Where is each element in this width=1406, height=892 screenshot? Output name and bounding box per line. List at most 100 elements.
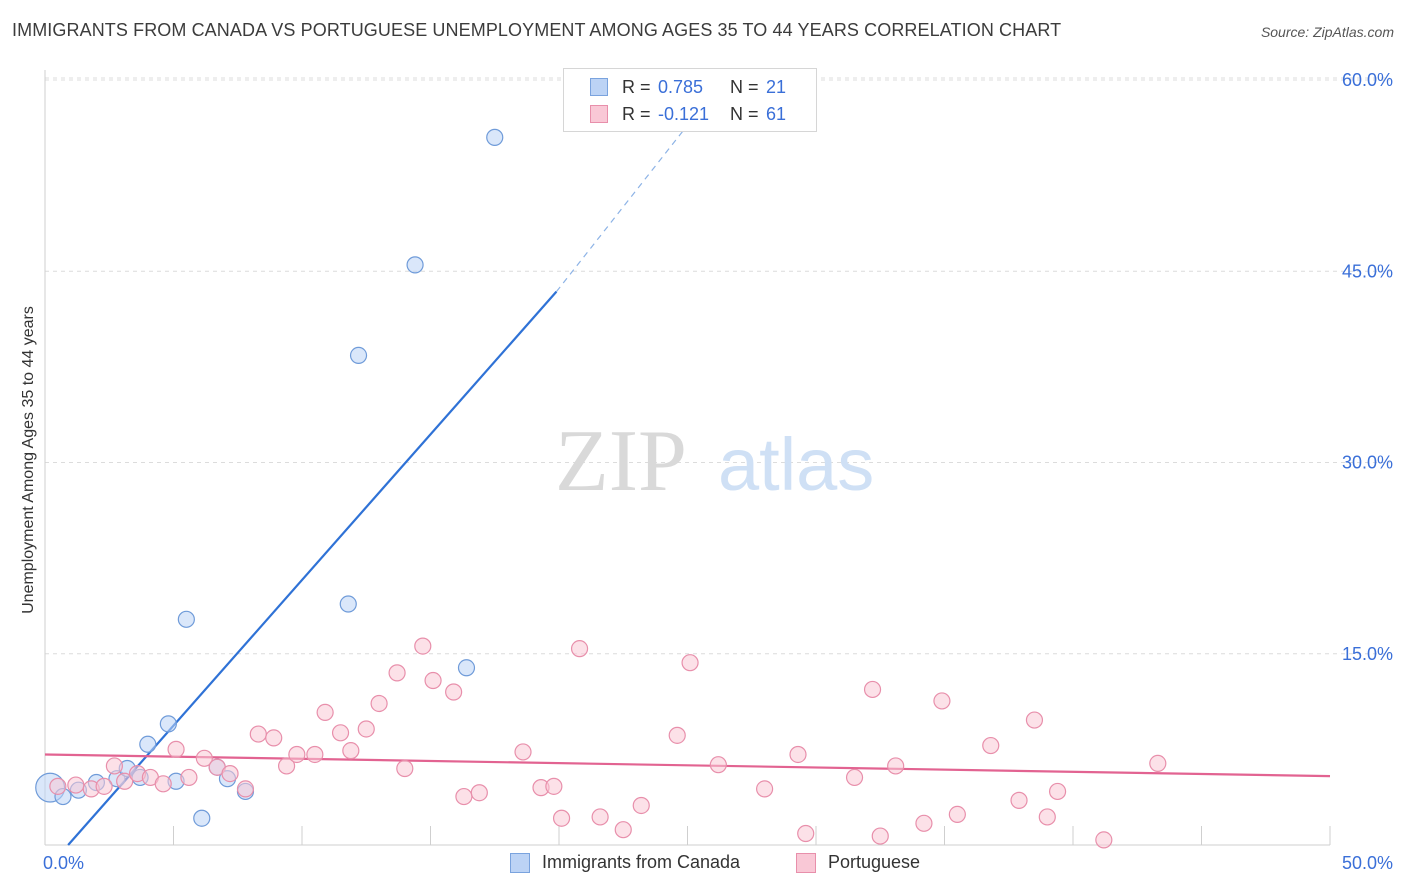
portuguese-point (445, 683, 463, 701)
portuguese-point (116, 772, 134, 790)
legend-row-canada: R = 0.785 N = 21 (564, 74, 786, 100)
portuguese-point (789, 745, 807, 764)
portuguese-point (709, 756, 727, 774)
portuguese-point (67, 776, 85, 794)
portuguese-point (1010, 791, 1028, 809)
portuguese-point (388, 664, 406, 682)
portuguese-point (915, 814, 933, 832)
portuguese-point (154, 775, 172, 793)
portuguese-point (396, 759, 414, 778)
portuguese-point (668, 726, 686, 744)
portuguese-point (49, 777, 67, 795)
portuguese-point (755, 780, 774, 798)
portuguese-point (681, 654, 699, 672)
y-tick-label: 30.0% (1342, 453, 1393, 473)
legend-r-label: R = (622, 103, 651, 124)
canada-point (159, 715, 177, 733)
y-tick-label: 60.0% (1342, 70, 1393, 90)
legend-n-label: N = (730, 76, 759, 97)
portuguese-point (331, 724, 350, 742)
portuguese-point (470, 784, 488, 802)
portuguese-point (357, 720, 375, 738)
portuguese-point (632, 796, 650, 815)
bottom-legend-swatch-canada (510, 852, 530, 873)
portuguese-point (414, 637, 432, 655)
portuguese-point (95, 777, 113, 795)
canada-point (486, 128, 504, 146)
axes (44, 70, 1331, 846)
portuguese-point (1025, 711, 1044, 729)
portuguese-point (552, 809, 571, 827)
bottom-legend-canada[interactable]: Immigrants from Canada (510, 852, 740, 873)
portuguese-point (514, 743, 532, 761)
portuguese-point (1095, 831, 1113, 849)
portuguese-point (316, 703, 334, 722)
stats-legend: R = 0.785 N = 21 R = -0.121 N = 61 (563, 68, 817, 132)
chart-title: IMMIGRANTS FROM CANADA VS PORTUGUESE UNE… (12, 20, 1062, 40)
y-tick-label: 15.0% (1342, 644, 1393, 664)
x-tick-label: 0.0% (43, 853, 84, 873)
portuguese-point (797, 824, 815, 843)
portuguese-point (167, 740, 185, 758)
legend-n-value: 21 (766, 76, 787, 97)
gridlines (45, 77, 1390, 655)
portuguese-point (370, 694, 388, 713)
portuguese-trend-line (44, 753, 1331, 778)
canada-point (139, 735, 157, 753)
canada-trend-line (67, 290, 558, 846)
canada-point (339, 595, 357, 613)
portuguese-point (221, 764, 239, 783)
canada-point (406, 256, 424, 274)
canada-point (193, 809, 211, 827)
y-axis-label: Unemployment Among Ages 35 to 44 years (20, 306, 37, 614)
portuguese-point (863, 680, 882, 699)
watermark-zip: ZIP (555, 413, 687, 510)
portuguese-point (105, 757, 123, 775)
bottom-legend-label-portuguese: Portuguese (828, 852, 921, 872)
legend-r-value: 0.785 (658, 76, 704, 97)
portuguese-point (455, 787, 473, 806)
portuguese-point (249, 725, 267, 743)
portuguese-point (982, 736, 1000, 755)
source-credit: Source: ZipAtlas.com (1260, 24, 1394, 40)
portuguese-point (871, 827, 889, 845)
y-tick-label: 45.0% (1342, 261, 1393, 281)
legend-r-value: -0.121 (658, 103, 710, 124)
legend-swatch-portuguese (590, 105, 608, 123)
portuguese-point (1048, 782, 1067, 801)
portuguese-point (180, 768, 198, 787)
portuguese-point (545, 777, 563, 795)
legend-n-label: N = (730, 103, 759, 124)
trend-lines (44, 98, 1331, 846)
legend-row-portuguese: R = -0.121 N = 61 (564, 101, 786, 127)
portuguese-point (424, 671, 442, 690)
canada-point (349, 346, 368, 364)
legend-swatch-canada (590, 78, 608, 96)
portuguese-point (342, 742, 360, 760)
legend-n-value: 61 (766, 103, 787, 124)
portuguese-point (306, 745, 324, 764)
portuguese-point (277, 757, 296, 775)
portuguese-point (591, 808, 609, 826)
portuguese-point (265, 729, 283, 747)
canada-point (177, 610, 195, 628)
bottom-legend-portuguese[interactable]: Portuguese (796, 852, 920, 873)
bottom-legend-label-canada: Immigrants from Canada (542, 852, 741, 872)
portuguese-point (933, 692, 951, 710)
portuguese-point (236, 780, 255, 798)
data-points (35, 128, 1167, 849)
watermark: ZIP atlas (555, 413, 874, 510)
canada-trend-extension (555, 98, 709, 293)
portuguese-point (948, 805, 966, 824)
bottom-legend-swatch-portuguese (796, 852, 816, 873)
portuguese-point (887, 757, 905, 775)
portuguese-point (1149, 754, 1167, 773)
portuguese-point (1038, 808, 1056, 826)
portuguese-point (570, 640, 589, 658)
x-tick-label: 50.0% (1342, 853, 1393, 873)
canada-point (457, 659, 476, 677)
portuguese-point (195, 749, 213, 767)
portuguese-point (288, 745, 306, 764)
portuguese-point (845, 768, 864, 787)
